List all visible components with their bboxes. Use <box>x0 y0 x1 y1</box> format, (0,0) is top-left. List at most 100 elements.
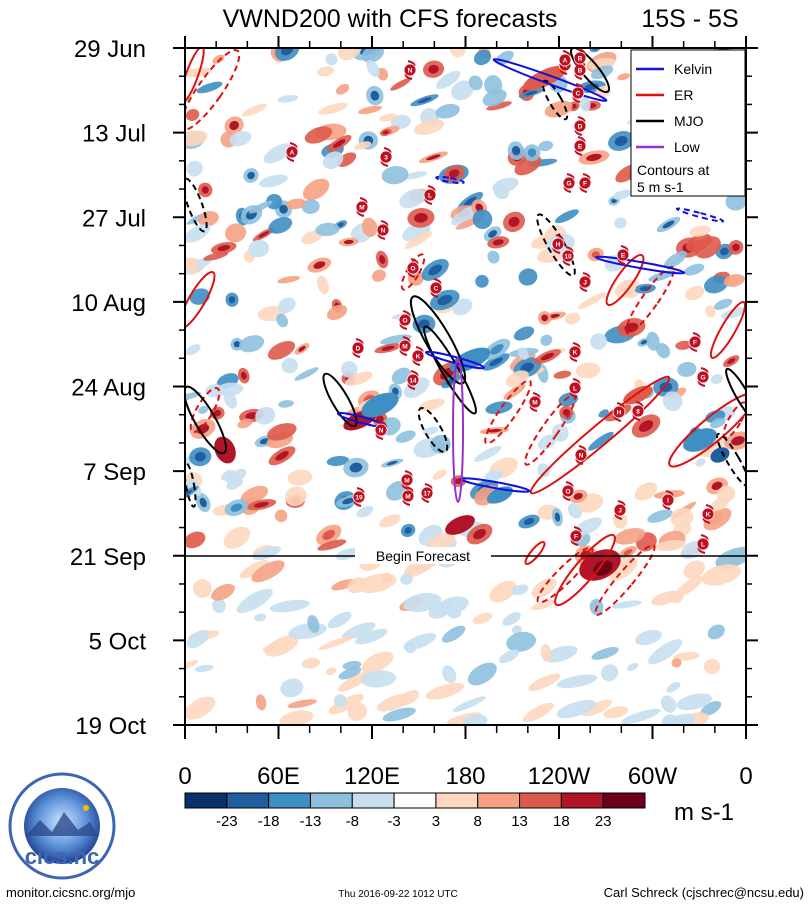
anomaly-blob <box>677 361 697 377</box>
x-tick-label: 180 <box>445 763 485 790</box>
anomaly-core <box>417 97 432 104</box>
anomaly-core <box>343 239 354 245</box>
contour-note-line2: 5 m s-1 <box>637 179 684 195</box>
y-tick-label: 21 Sep <box>70 544 146 571</box>
anomaly-blob <box>675 575 703 597</box>
anomaly-blob <box>382 707 416 722</box>
anomaly-blob <box>211 583 235 601</box>
anomaly-blob <box>473 49 492 66</box>
storm-icon <box>616 248 630 262</box>
axes: 29 Jun 13 Jul 27 Jul 10 Aug 24 Aug 7 Sep 21 Se… <box>70 36 758 790</box>
anomaly-core <box>554 512 561 522</box>
anomaly-core <box>332 139 346 148</box>
anomaly-blob <box>403 171 427 180</box>
storm-icon <box>429 281 443 295</box>
storm-marker: J <box>578 272 592 292</box>
anomaly-blob <box>472 612 493 625</box>
storm-label: I <box>667 498 669 505</box>
kelvin-contour <box>425 350 485 370</box>
anomaly-blob <box>422 426 439 436</box>
storm-label: N <box>381 228 386 235</box>
anomaly-blob <box>634 482 658 501</box>
anomaly-blob <box>486 101 512 111</box>
anomaly-core <box>426 154 441 161</box>
storm-marker: C <box>429 278 443 298</box>
anomaly-blob <box>441 625 466 643</box>
storm-icon <box>352 490 366 504</box>
anomaly-core <box>508 216 520 227</box>
anomaly-blob <box>404 231 433 249</box>
colorbar-label: -13 <box>300 813 322 830</box>
anomaly-blob <box>537 434 557 450</box>
storm-label: K <box>706 512 711 519</box>
anomaly-blob <box>506 631 536 652</box>
anomaly-blob <box>307 614 320 634</box>
anomaly-blob <box>203 251 229 261</box>
anomaly-blob <box>216 382 244 397</box>
storm-label: 8 <box>636 409 640 416</box>
storm-label: E <box>621 253 626 260</box>
storm-icon <box>379 150 393 164</box>
anomaly-blob <box>403 633 437 651</box>
storm-icon <box>551 237 565 251</box>
forecast-label: Begin Forecast <box>376 548 470 564</box>
anomaly-core <box>199 497 207 508</box>
anomaly-blob <box>467 662 497 686</box>
anomaly-core <box>230 503 243 512</box>
anomaly-blob <box>194 664 214 673</box>
anomaly-core <box>437 294 453 306</box>
anomaly-core <box>727 358 736 365</box>
storm-marker: M <box>400 470 414 490</box>
anomaly-blob <box>344 371 373 387</box>
logo-sun-icon <box>83 805 89 811</box>
x-tick-label: 60E <box>257 763 300 790</box>
anomaly-blob <box>703 275 729 294</box>
er-contour <box>529 375 671 495</box>
storm-icon <box>406 373 420 387</box>
anomaly-blob <box>242 103 267 117</box>
legend-label-low: Low <box>674 139 701 155</box>
storm-icon <box>376 223 390 237</box>
anomaly-blob <box>258 174 288 188</box>
storm-icon <box>403 63 417 77</box>
anomaly-blob <box>268 217 293 234</box>
wave-overlays: NA3LMNOCODMK14NM19M17BACDEGFH10JEKLMH8NO… <box>185 48 746 616</box>
anomaly-blob <box>185 130 208 147</box>
footer-center: Thu 2016-09-22 1012 UTC <box>338 889 458 900</box>
anomaly-core <box>245 412 258 420</box>
colorbar-swatch <box>560 792 604 809</box>
anomaly-blob <box>301 199 320 214</box>
storm-label: 14 <box>409 378 417 385</box>
anomaly-blob <box>229 130 252 147</box>
mjo-contour <box>185 462 197 508</box>
anomaly-blob <box>673 651 700 661</box>
anomaly-core <box>428 264 443 276</box>
storm-icon <box>423 188 437 202</box>
colorbar-swatch <box>393 792 437 809</box>
anomaly-blob <box>381 166 409 185</box>
anomaly-blob <box>395 430 416 443</box>
colorbar-units: m s-1 <box>674 799 734 826</box>
anomaly-blob <box>449 48 466 58</box>
storm-label: A <box>563 58 568 65</box>
low-contour <box>452 357 464 503</box>
anomaly-blob <box>487 250 500 264</box>
storm-label: O <box>402 318 407 325</box>
storm-marker: 17 <box>420 483 434 503</box>
anomaly-core <box>386 460 398 466</box>
anomaly-blob <box>598 409 609 418</box>
anomaly-blob <box>590 333 608 350</box>
storm-icon <box>613 503 627 517</box>
anomaly-feature <box>593 560 613 576</box>
anomaly-blob <box>720 307 746 319</box>
storm-marker: M <box>355 197 369 217</box>
storm-label: L <box>428 193 432 200</box>
anomaly-blob <box>655 540 686 552</box>
colorbar-label: -18 <box>258 813 280 830</box>
anomaly-blob <box>220 469 236 481</box>
anomaly-blob <box>485 401 513 415</box>
storm-icon <box>661 493 675 507</box>
storm-marker: N <box>374 420 388 440</box>
anomaly-core <box>540 352 555 361</box>
storm-marker: M <box>401 486 415 506</box>
